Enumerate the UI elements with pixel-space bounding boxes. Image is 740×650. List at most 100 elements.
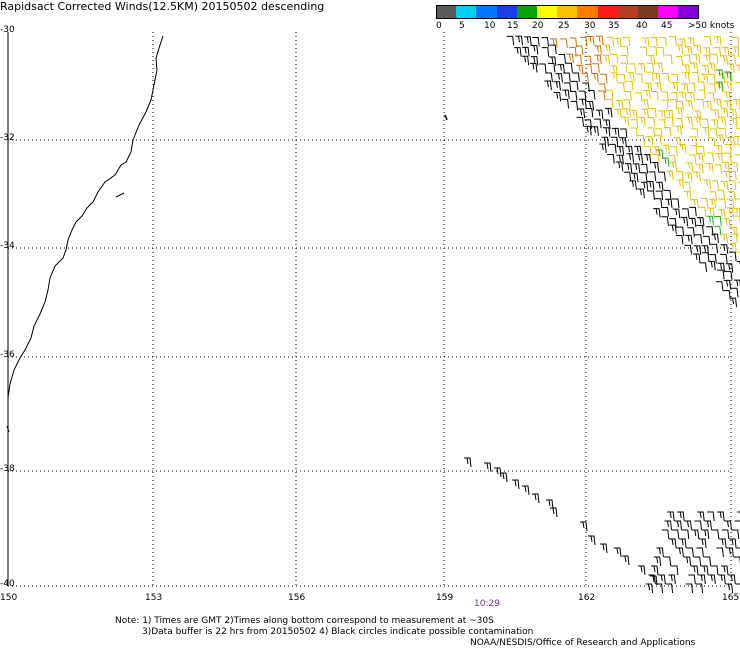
- wind-barb: [733, 279, 740, 287]
- wind-barb: [683, 191, 692, 201]
- wind-barb: [728, 180, 737, 190]
- wind-barb: [694, 234, 703, 244]
- note-line-3: NOAA/NESDIS/Office of Research and Appli…: [470, 638, 696, 648]
- wind-barb: [721, 565, 729, 576]
- wind-barb: [704, 520, 712, 531]
- wind-barb: [716, 134, 725, 145]
- wind-barb: [720, 107, 729, 118]
- coastline-island: [115, 192, 125, 198]
- wind-barb: [681, 83, 689, 93]
- scale-swatch: [678, 5, 699, 19]
- lat-tick-label: -30: [0, 25, 15, 35]
- wind-barb: [574, 54, 583, 65]
- wind-barb: [713, 225, 722, 236]
- lon-tick-label: 165: [722, 593, 740, 603]
- wind-barb: [615, 100, 624, 110]
- scale-label: 0: [436, 21, 442, 31]
- wind-barb: [715, 82, 724, 93]
- wind-barb: [736, 260, 740, 266]
- wind-barb: [650, 575, 658, 586]
- coastline: [7, 35, 164, 399]
- wind-barb: [730, 162, 739, 172]
- scale-swatch: [516, 5, 537, 19]
- wind-barb: [584, 125, 592, 136]
- lon-tick-label: 150: [0, 593, 18, 603]
- scale-label: 5: [459, 21, 465, 31]
- wind-barb: [595, 109, 604, 120]
- wind-barb: [696, 217, 705, 227]
- wind-barb: [651, 90, 659, 101]
- wind-barb: [696, 547, 704, 558]
- scale-label: 25: [558, 21, 570, 31]
- wind-barb: [629, 180, 637, 190]
- note-line-1: Note: 1) Times are GMT 2)Times along bot…: [115, 616, 494, 626]
- wind-barb: [709, 191, 718, 201]
- scale-swatch: [638, 5, 659, 19]
- wind-barb: [717, 269, 725, 280]
- wind-barb: [653, 208, 661, 218]
- wind-barb: [701, 64, 710, 75]
- wind-barb: [725, 270, 733, 281]
- wind-barb: [655, 62, 664, 73]
- scale-swatch: [557, 5, 578, 19]
- wind-barb: [676, 100, 684, 111]
- wind-barb: [726, 547, 734, 558]
- wind-barb: [725, 583, 734, 594]
- wind-barb: [658, 110, 666, 120]
- wind-barb: [623, 108, 631, 118]
- wind-barb: [588, 535, 596, 546]
- wind-barb: [717, 511, 725, 522]
- wind-barb: [640, 163, 649, 174]
- wind-barb: [665, 583, 674, 594]
- wind-barb: [585, 107, 594, 118]
- wind-barb: [671, 565, 679, 576]
- wind-barb: [661, 206, 669, 217]
- wind-barb: [728, 574, 736, 585]
- wind-barb: [566, 53, 574, 64]
- scale-swatch: [496, 5, 517, 19]
- wind-barb: [610, 72, 618, 82]
- wind-barb: [643, 154, 652, 164]
- wind-barb: [717, 262, 726, 273]
- wind-barb: [637, 188, 645, 199]
- wind-barb: [724, 143, 732, 154]
- wind-barb: [708, 260, 716, 271]
- wind-barb: [728, 54, 737, 65]
- wind-barb: [539, 63, 547, 74]
- wind-barb: [647, 127, 656, 137]
- scale-label: >50 knots: [688, 21, 735, 31]
- wind-barb: [584, 63, 593, 74]
- wind-barb: [692, 54, 701, 64]
- wind-barb: [679, 538, 687, 549]
- scale-label: 45: [661, 21, 673, 31]
- wind-barb: [663, 556, 672, 567]
- wind-barb: [682, 71, 690, 82]
- wind-barb: [679, 91, 687, 102]
- wind-barb: [729, 171, 737, 181]
- wind-barb: [671, 529, 680, 540]
- wind-barb: [464, 457, 472, 468]
- wind-barb: [599, 143, 607, 154]
- wind-barb: [688, 82, 696, 93]
- wind-barb: [640, 46, 648, 57]
- wind-barb: [575, 45, 584, 55]
- wind-barb: [656, 149, 664, 160]
- wind-barb: [547, 62, 556, 73]
- wind-barb: [714, 215, 722, 226]
- wind-barb: [718, 574, 726, 585]
- wind-barb: [622, 555, 630, 566]
- wind-barb: [707, 511, 715, 522]
- wind-barb: [716, 69, 724, 80]
- wind-barb: [649, 108, 657, 118]
- wind-barb: [731, 529, 740, 540]
- wind-barb: [645, 136, 654, 146]
- wind-barb: [706, 215, 714, 226]
- wind-barb: [706, 226, 714, 236]
- wind-barb: [737, 511, 740, 513]
- wind-barb: [584, 55, 592, 66]
- wind-barb: [610, 53, 619, 64]
- lord-howe-island: [444, 114, 448, 121]
- wind-barb: [630, 127, 638, 138]
- wind-barb: [710, 243, 719, 254]
- wind-barb: [545, 72, 553, 83]
